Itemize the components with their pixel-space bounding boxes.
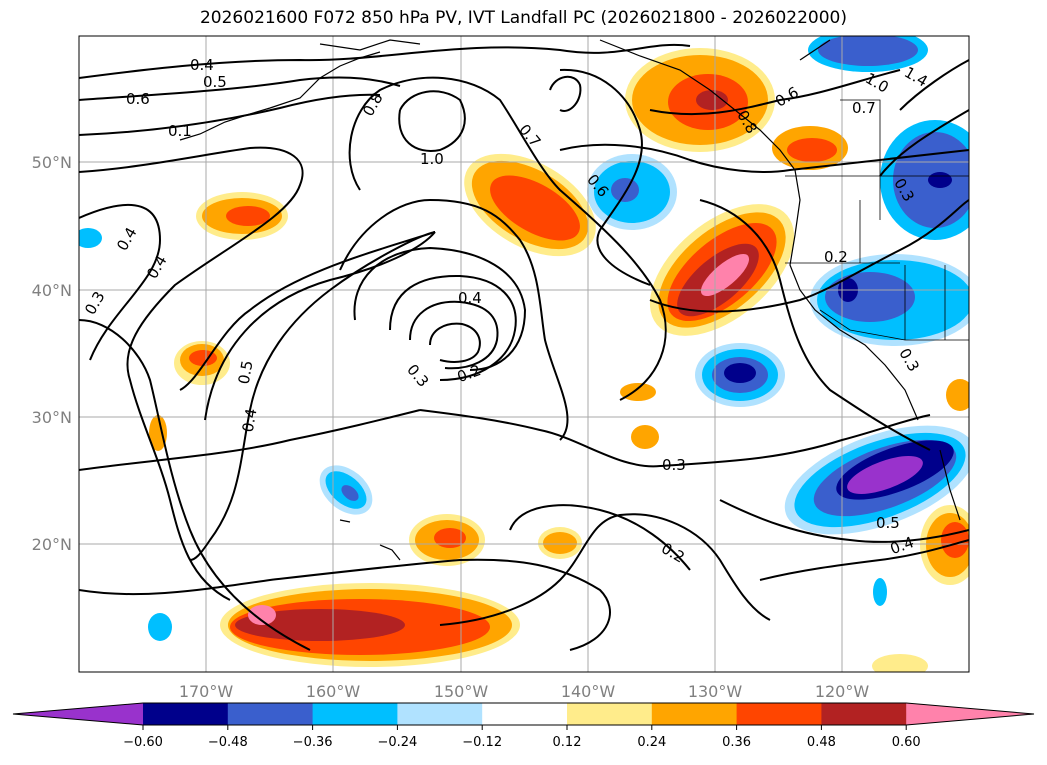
contour-label: 0.1 — [168, 122, 192, 140]
colorbar-tick-label: 0.12 — [553, 735, 582, 750]
colorbar: −0.60 −0.48 −0.36 −0.24 −0.12 0.12 0.24 0.36 0.4… — [12, 702, 1035, 750]
lat-label-50n: 50°N — [32, 153, 72, 172]
lon-label-120w: 120°W — [815, 682, 870, 701]
contour-label: 0.5 — [203, 73, 227, 91]
colorbar-cell — [227, 703, 314, 725]
contour-label: 0.4 — [239, 407, 261, 434]
colorbar-tick-label: 0.36 — [722, 735, 751, 750]
colorbar-cell — [651, 703, 738, 725]
lon-labels: 170°W 160°W 150°W 140°W 130°W 120°W — [179, 682, 870, 701]
colorbar-extend-low — [13, 703, 143, 725]
contour-label: 0.3 — [662, 456, 686, 474]
colorbar-tick-label: −0.60 — [123, 735, 163, 750]
coastlines — [179, 39, 961, 561]
graticule — [79, 36, 969, 672]
contour-label: 0.4 — [458, 289, 482, 307]
map-title: 2026021600 F072 850 hPa PV, IVT Landfall… — [199, 8, 847, 28]
colorbar-tick-label: 0.24 — [637, 735, 666, 750]
lon-label-160w: 160°W — [306, 682, 361, 701]
colorbar-tick-label: −0.12 — [462, 735, 502, 750]
colorbar-cell — [821, 703, 907, 725]
colorbar-extend-high — [906, 703, 1034, 725]
colorbar-tick-label: −0.24 — [377, 735, 417, 750]
lat-label-20n: 20°N — [32, 535, 72, 554]
lat-label-30n: 30°N — [32, 408, 72, 427]
contour-label: 0.6 — [126, 90, 150, 108]
map-frame — [78, 35, 970, 673]
borders — [785, 99, 969, 341]
colorbar-tick-label: −0.48 — [208, 735, 248, 750]
contour-label: 1.0 — [420, 150, 444, 168]
contour-label: 0.7 — [852, 99, 876, 117]
colorbar-cell — [482, 703, 568, 725]
colorbar-tick-label: −0.36 — [293, 735, 333, 750]
colorbar-cell — [397, 703, 483, 725]
lat-label-40n: 40°N — [32, 281, 72, 300]
colorbar-cell — [312, 703, 398, 725]
lon-label-170w: 170°W — [179, 682, 234, 701]
lon-label-150w: 150°W — [434, 682, 489, 701]
lon-label-140w: 140°W — [561, 682, 616, 701]
contour-label: 0.2 — [824, 248, 848, 266]
contour-label: 0.4 — [190, 56, 214, 74]
contour-label: 0.5 — [876, 514, 900, 532]
pv-contours — [79, 43, 969, 651]
colorbar-cell — [143, 703, 229, 725]
colorbar-cell — [567, 703, 653, 725]
contour-label: 0.5 — [235, 359, 257, 386]
colorbar-cell — [736, 703, 822, 725]
colorbar-tick-label: 0.48 — [807, 735, 836, 750]
lon-label-130w: 130°W — [688, 682, 743, 701]
colorbar-tick-label: 0.60 — [892, 735, 921, 750]
lat-labels: 50°N 40°N 30°N 20°N — [32, 153, 72, 554]
